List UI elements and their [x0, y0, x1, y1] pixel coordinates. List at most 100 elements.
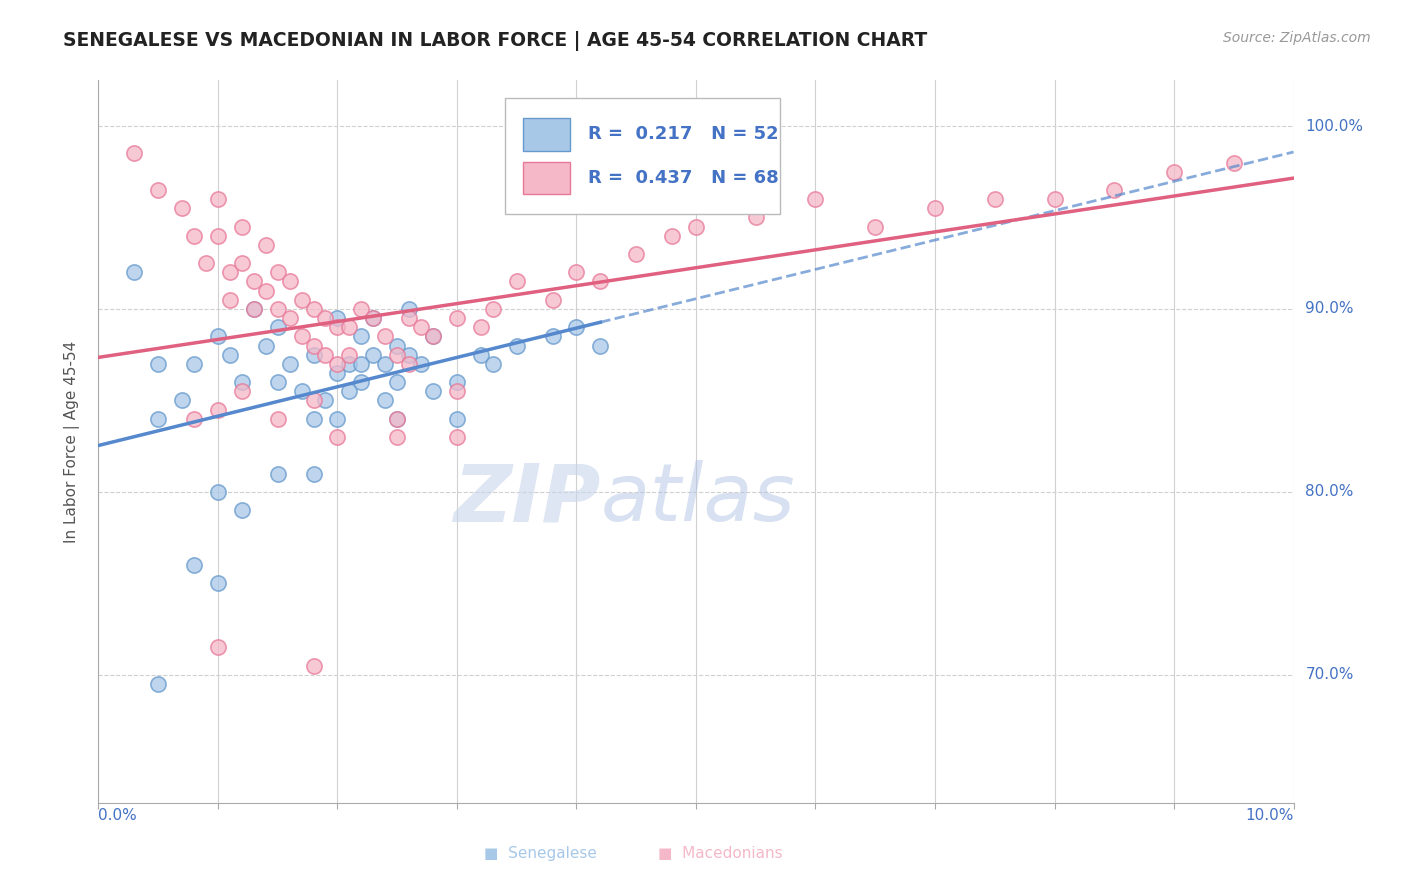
Point	[243, 275, 266, 289]
Point	[411, 357, 433, 371]
Point	[183, 558, 205, 572]
Point	[385, 338, 409, 352]
Point	[589, 275, 612, 289]
Point	[661, 228, 683, 243]
Point	[422, 329, 444, 343]
Point	[745, 211, 768, 225]
Point	[363, 311, 385, 326]
Y-axis label: In Labor Force | Age 45-54: In Labor Force | Age 45-54	[65, 341, 80, 542]
Text: SENEGALESE VS MACEDONIAN IN LABOR FORCE | AGE 45-54 CORRELATION CHART: SENEGALESE VS MACEDONIAN IN LABOR FORCE …	[63, 31, 928, 51]
Point	[385, 411, 409, 425]
Point	[350, 329, 373, 343]
Bar	[523, 161, 571, 194]
Point	[350, 301, 373, 316]
Point	[1043, 192, 1066, 206]
Point	[984, 192, 1007, 206]
Point	[385, 348, 409, 362]
Point	[231, 375, 253, 389]
Point	[302, 301, 325, 316]
Point	[385, 411, 409, 425]
Point	[506, 338, 529, 352]
Point	[148, 411, 170, 425]
Text: 0.0%: 0.0%	[98, 808, 138, 823]
Point	[363, 311, 385, 326]
Point	[326, 411, 349, 425]
Point	[243, 301, 266, 316]
Point	[148, 677, 170, 691]
Point	[326, 430, 349, 444]
Point	[302, 338, 325, 352]
Point	[302, 467, 325, 481]
Point	[278, 357, 301, 371]
Point	[231, 219, 253, 234]
Point	[685, 219, 707, 234]
Point	[446, 411, 468, 425]
Point	[422, 329, 444, 343]
Point	[339, 320, 361, 334]
Text: ■  Macedonians: ■ Macedonians	[658, 846, 782, 861]
Point	[339, 384, 361, 399]
Text: 80.0%: 80.0%	[1306, 484, 1354, 500]
Text: R =  0.217   N = 52: R = 0.217 N = 52	[589, 126, 779, 144]
Point	[398, 311, 420, 326]
Point	[446, 384, 468, 399]
Point	[124, 265, 146, 279]
Point	[326, 311, 349, 326]
Point	[398, 348, 420, 362]
Point	[374, 393, 396, 408]
Point	[398, 357, 420, 371]
Point	[219, 265, 242, 279]
Point	[231, 256, 253, 270]
Point	[315, 393, 337, 408]
Point	[183, 411, 205, 425]
Point	[172, 393, 194, 408]
Point	[207, 329, 229, 343]
Point	[291, 329, 314, 343]
Point	[363, 348, 385, 362]
Point	[804, 192, 827, 206]
Point	[350, 375, 373, 389]
Point	[267, 467, 290, 481]
Text: ■  Senegalese: ■ Senegalese	[484, 846, 598, 861]
Point	[291, 293, 314, 307]
Point	[254, 284, 277, 298]
Point	[385, 375, 409, 389]
Point	[541, 329, 564, 343]
Point	[267, 375, 290, 389]
Point	[267, 411, 290, 425]
Point	[506, 275, 529, 289]
Point	[183, 357, 205, 371]
Point	[315, 348, 337, 362]
Point	[398, 301, 420, 316]
Point	[326, 366, 349, 380]
Point	[385, 430, 409, 444]
Point	[278, 311, 301, 326]
Point	[302, 658, 325, 673]
Point	[865, 219, 887, 234]
Text: 100.0%: 100.0%	[1306, 119, 1364, 134]
FancyBboxPatch shape	[505, 98, 779, 214]
Point	[326, 320, 349, 334]
Point	[243, 301, 266, 316]
Point	[470, 320, 492, 334]
Text: R =  0.437   N = 68: R = 0.437 N = 68	[589, 169, 779, 186]
Point	[339, 357, 361, 371]
Point	[339, 348, 361, 362]
Point	[411, 320, 433, 334]
Point	[422, 384, 444, 399]
Point	[207, 192, 229, 206]
Point	[195, 256, 218, 270]
Text: 70.0%: 70.0%	[1306, 667, 1354, 682]
Point	[148, 183, 170, 197]
Point	[626, 247, 648, 261]
Point	[924, 202, 946, 216]
Point	[326, 357, 349, 371]
Point	[267, 301, 290, 316]
Point	[446, 311, 468, 326]
Point	[446, 430, 468, 444]
Point	[446, 375, 468, 389]
Point	[231, 503, 253, 517]
Point	[207, 484, 229, 499]
Text: ZIP: ZIP	[453, 460, 600, 539]
Point	[183, 228, 205, 243]
